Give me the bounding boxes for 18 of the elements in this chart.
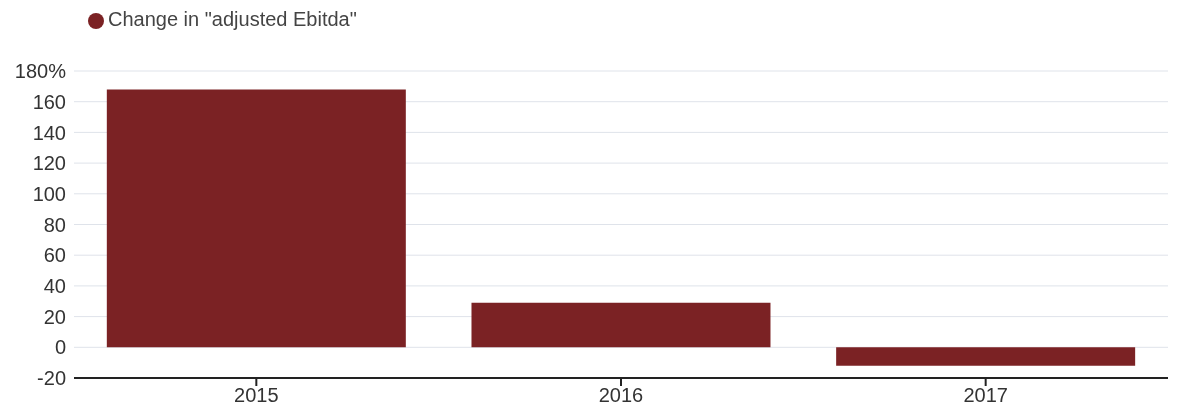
bar (471, 302, 771, 348)
bar (836, 347, 1136, 366)
y-tick-label: 160 (32, 90, 66, 113)
y-tick-label: 100 (32, 182, 66, 205)
y-tick-label: 20 (43, 305, 66, 328)
x-tick-label: 2015 (234, 384, 279, 407)
y-tick-label: 60 (43, 244, 66, 267)
y-tick-label: 120 (32, 152, 66, 175)
y-tick-label: 40 (43, 275, 66, 297)
y-tick-label: 0 (54, 336, 66, 359)
legend-label: Change in "adjusted Ebitda" (108, 8, 357, 30)
y-tick-label: -20 (37, 367, 66, 390)
y-tick-label: 140 (32, 121, 66, 144)
x-tick-label: 2017 (963, 384, 1008, 407)
y-tick-label: 80 (43, 213, 66, 236)
x-tick-label: 2016 (598, 384, 644, 407)
y-tick-label: 180% (14, 60, 67, 83)
bar (106, 89, 406, 348)
